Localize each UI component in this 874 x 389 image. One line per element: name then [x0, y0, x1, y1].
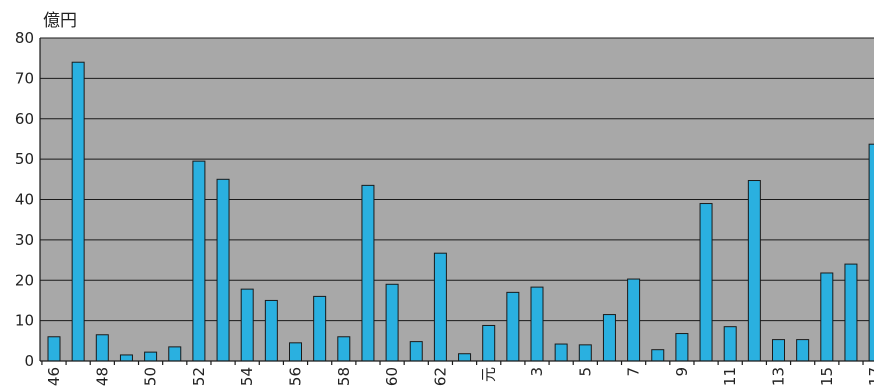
bar — [192, 160, 206, 362]
bar — [119, 354, 133, 362]
x-tick-label: 58 — [335, 367, 353, 386]
bar — [482, 324, 496, 362]
bar — [433, 252, 447, 362]
bar — [772, 339, 785, 362]
bar — [530, 286, 544, 362]
axes — [39, 38, 874, 365]
bar — [71, 61, 85, 362]
bar — [47, 336, 61, 362]
bar — [361, 184, 375, 362]
bar — [409, 341, 423, 362]
bar — [289, 342, 302, 362]
bar — [602, 314, 616, 362]
bar — [820, 272, 834, 362]
x-tick-label: 7 — [625, 367, 643, 377]
x-tick-label: 15 — [818, 367, 836, 386]
x-tick-label: 52 — [190, 367, 208, 386]
bar — [168, 346, 182, 362]
bar — [506, 291, 520, 362]
bar — [458, 353, 472, 362]
y-tick-label: 70 — [15, 69, 34, 87]
bar — [868, 143, 874, 362]
x-tick-label: 5 — [576, 367, 594, 377]
bar — [385, 283, 399, 362]
bar — [699, 203, 713, 362]
bar — [747, 180, 761, 362]
x-tick-label: 11 — [721, 367, 739, 386]
x-tick-labels: 46 48 50 52 54 56 58 60 62 元 3 5 7 9 11 13 15 17 — [45, 367, 874, 386]
bar — [796, 339, 810, 362]
x-tick-label: 3 — [528, 367, 546, 377]
gridlines — [40, 37, 874, 322]
y-tick-label: 0 — [24, 352, 34, 370]
y-tick-label: 80 — [15, 29, 34, 47]
x-tick-label: 56 — [287, 367, 305, 386]
bars — [47, 61, 874, 362]
x-tick-label: 17 — [866, 367, 874, 386]
bar — [144, 351, 158, 362]
y-tick-label: 50 — [15, 150, 34, 168]
x-tick-label: 54 — [238, 367, 256, 386]
bar — [554, 343, 568, 362]
y-axis-unit-label: 億円 — [43, 11, 77, 31]
bar — [651, 349, 665, 362]
bar — [723, 326, 737, 362]
x-tick-label: 9 — [673, 367, 691, 377]
y-tick-label: 40 — [15, 191, 34, 209]
bar — [675, 333, 689, 362]
bar — [240, 288, 254, 362]
bar — [627, 278, 641, 362]
bar — [313, 295, 327, 362]
y-tick-label: 30 — [15, 231, 34, 249]
x-tick-label: 50 — [142, 367, 160, 386]
bar — [264, 299, 278, 362]
bar — [337, 336, 351, 362]
x-tick-label: 13 — [770, 367, 788, 386]
x-tick-label: 48 — [93, 367, 111, 386]
y-tick-label: 10 — [15, 312, 34, 330]
bar — [216, 178, 230, 362]
bar — [844, 263, 858, 362]
y-tick-label: 60 — [15, 110, 34, 128]
x-tick-label: 62 — [431, 367, 449, 386]
y-tick-label: 20 — [15, 271, 34, 289]
bar — [95, 334, 109, 362]
bar — [578, 344, 592, 362]
y-tick-labels: 0 10 20 30 40 50 60 70 80 — [15, 29, 34, 370]
x-tick-label: 46 — [45, 367, 63, 386]
x-tick-label: 元 — [480, 367, 498, 382]
x-tick-label: 60 — [383, 367, 401, 386]
